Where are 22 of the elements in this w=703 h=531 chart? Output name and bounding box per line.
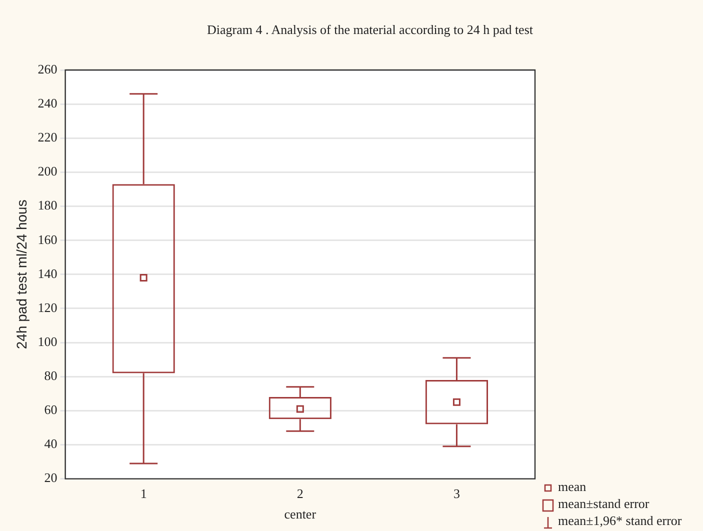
x-tick-label: 2 xyxy=(296,486,304,502)
y-tick-label: 80 xyxy=(44,368,58,384)
y-tick-label: 240 xyxy=(38,95,58,110)
y-tick-label: 200 xyxy=(38,164,58,179)
text: mean±stand error xyxy=(558,496,650,511)
y-tick-label: 140 xyxy=(38,266,58,281)
y-tick-label: 120 xyxy=(38,300,58,315)
y-tick-label: 40 xyxy=(44,436,58,452)
y-tick-label: 20 xyxy=(44,470,58,486)
x-tick-label: 3 xyxy=(453,486,460,502)
chart-title: Diagram 4 . Analysis of the material according to 24 h pad test xyxy=(206,21,534,39)
y-tick-label: 180 xyxy=(38,198,58,213)
y-tick-label: 100 xyxy=(38,334,58,349)
text: mean xyxy=(558,479,586,494)
y-tick-label: 60 xyxy=(44,402,58,418)
x-tick-label: 1 xyxy=(140,486,147,502)
text: mean±1,96* stand error xyxy=(558,513,682,528)
y-tick-label: 160 xyxy=(38,232,58,247)
y-axis-title: 24h pad test ml/24 hous xyxy=(13,200,30,350)
y-tick-label: 260 xyxy=(38,61,58,76)
y-tick-label: 220 xyxy=(38,130,58,145)
x-axis-title: center xyxy=(284,506,317,522)
